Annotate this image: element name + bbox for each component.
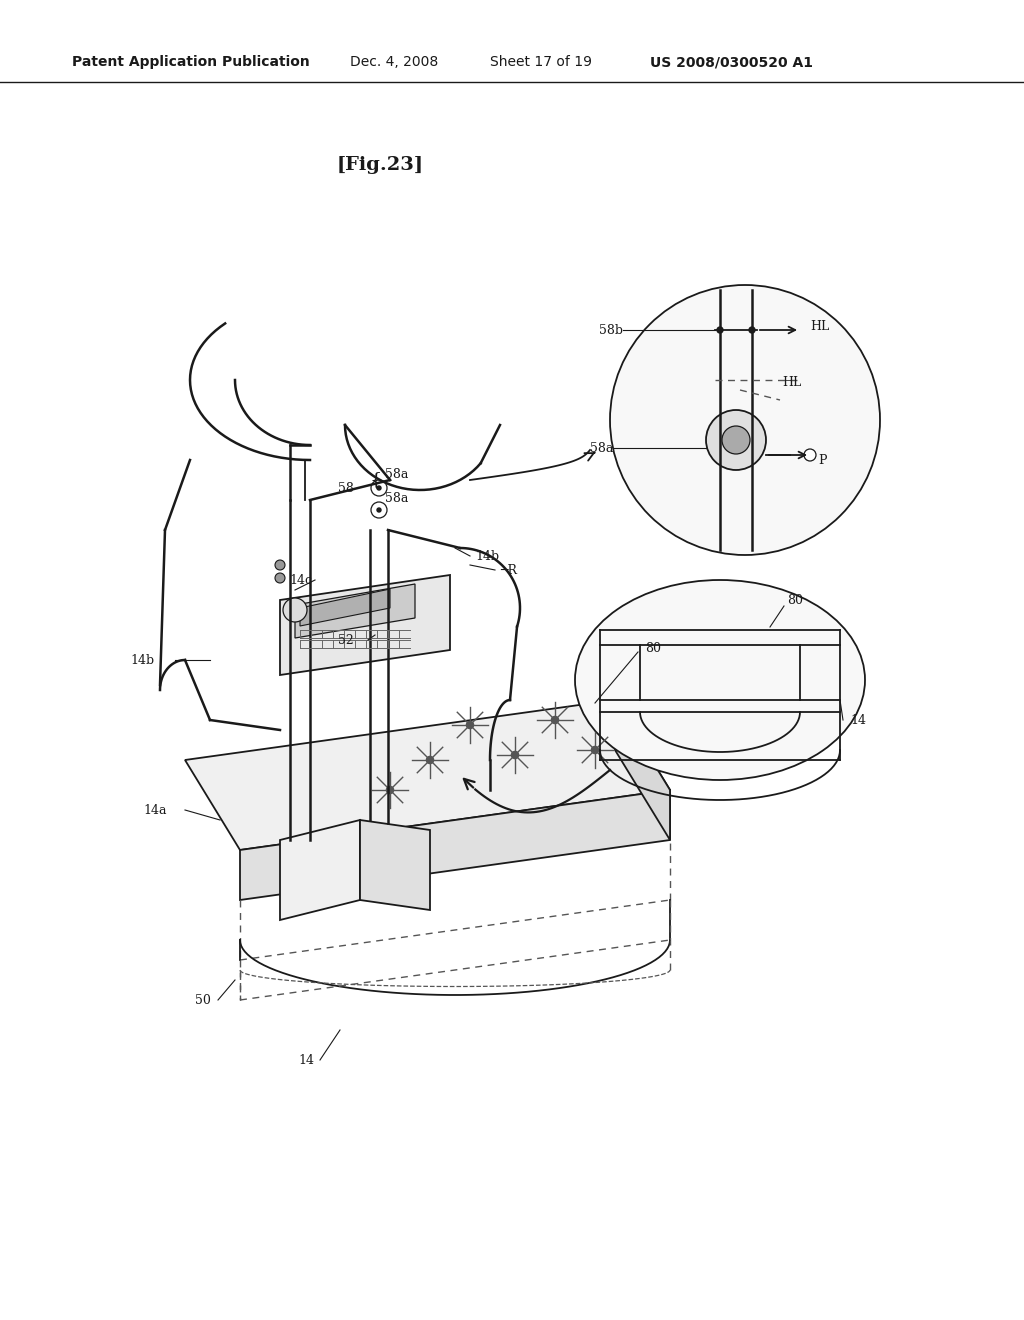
Text: 58a: 58a <box>590 441 613 454</box>
Text: 14: 14 <box>850 714 866 726</box>
Text: [Fig.23]: [Fig.23] <box>337 156 424 174</box>
Text: 14a: 14a <box>143 804 167 817</box>
Circle shape <box>377 486 381 490</box>
Circle shape <box>722 426 750 454</box>
Circle shape <box>717 327 723 333</box>
Text: 80: 80 <box>787 594 803 606</box>
Circle shape <box>511 751 518 759</box>
Circle shape <box>377 508 381 512</box>
Polygon shape <box>615 700 670 840</box>
Text: 58: 58 <box>338 482 354 495</box>
Circle shape <box>466 722 473 729</box>
Ellipse shape <box>575 579 865 780</box>
Polygon shape <box>280 576 450 675</box>
Text: 14: 14 <box>298 1053 314 1067</box>
Text: ─R: ─R <box>500 564 517 577</box>
Polygon shape <box>295 583 415 638</box>
Text: 58a: 58a <box>385 469 409 482</box>
Text: 58b: 58b <box>599 323 623 337</box>
Text: {: { <box>370 471 382 488</box>
Text: 50: 50 <box>195 994 211 1006</box>
Circle shape <box>275 560 285 570</box>
Circle shape <box>592 746 599 754</box>
Text: 52: 52 <box>338 634 353 647</box>
Text: 14c: 14c <box>289 573 312 586</box>
Circle shape <box>551 717 559 723</box>
Circle shape <box>610 285 880 554</box>
Text: Sheet 17 of 19: Sheet 17 of 19 <box>490 55 592 69</box>
Circle shape <box>283 598 307 622</box>
Circle shape <box>275 573 285 583</box>
Polygon shape <box>280 820 360 920</box>
Text: 58a: 58a <box>385 491 409 504</box>
Polygon shape <box>185 700 670 850</box>
Text: HL: HL <box>782 376 801 389</box>
Text: P: P <box>818 454 826 466</box>
Text: Patent Application Publication: Patent Application Publication <box>72 55 309 69</box>
Text: 80: 80 <box>645 642 662 655</box>
Circle shape <box>804 449 816 461</box>
Polygon shape <box>240 789 670 900</box>
Polygon shape <box>300 589 390 626</box>
Text: 14b: 14b <box>475 549 499 562</box>
Polygon shape <box>360 820 430 909</box>
Circle shape <box>749 327 755 333</box>
Text: US 2008/0300520 A1: US 2008/0300520 A1 <box>650 55 813 69</box>
Circle shape <box>706 411 766 470</box>
Circle shape <box>386 787 393 793</box>
Text: Dec. 4, 2008: Dec. 4, 2008 <box>350 55 438 69</box>
Text: 14b: 14b <box>130 653 155 667</box>
Circle shape <box>426 756 433 763</box>
Text: HL: HL <box>810 321 829 334</box>
